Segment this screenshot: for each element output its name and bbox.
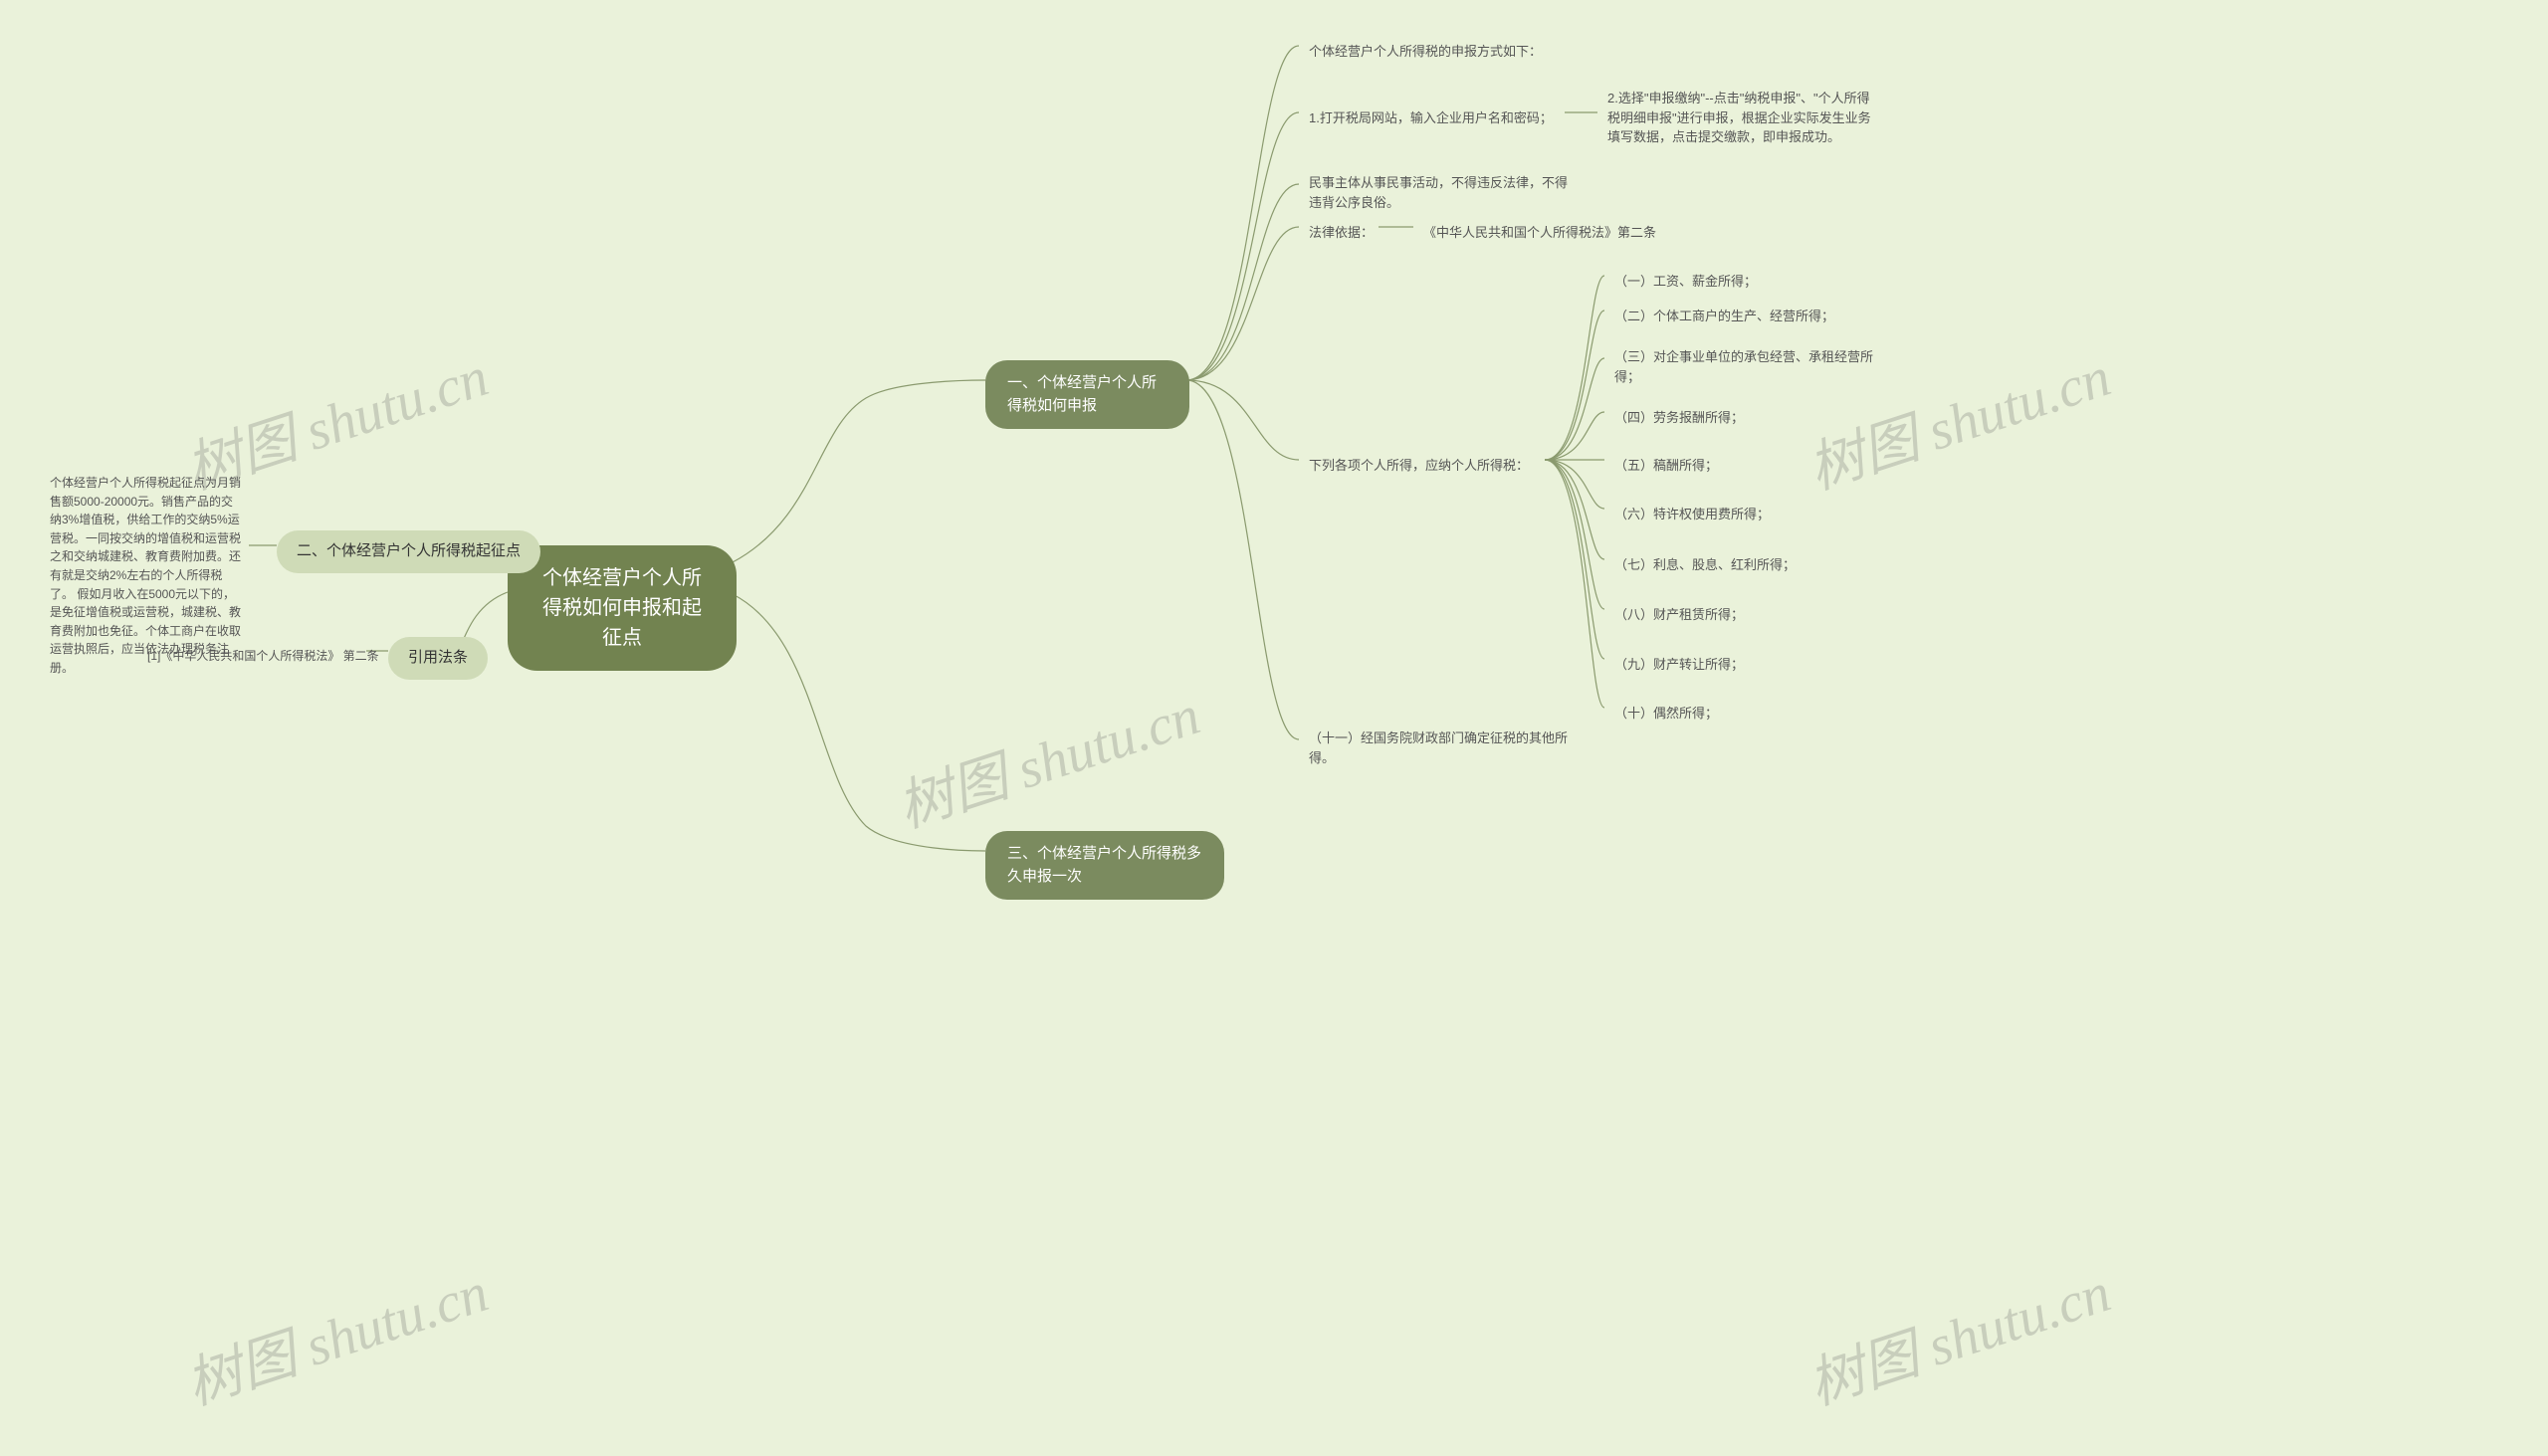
branch-one-child-e: 下列各项个人所得，应纳个人所得税： xyxy=(1299,450,1539,482)
branch-one-child-b-sub: 2.选择"申报缴纳"--点击"纳税申报"、"个人所得税明细申报"进行申报，根据企… xyxy=(1597,83,1886,153)
branch-three[interactable]: 三、个体经营户个人所得税多久申报一次 xyxy=(985,831,1224,900)
e-item-3: （三）对企事业单位的承包经营、承租经营所得； xyxy=(1604,341,1893,392)
e-item-5: （五）稿酬所得； xyxy=(1604,450,1728,482)
branch-one-child-f: （十一）经国务院财政部门确定征税的其他所得。 xyxy=(1299,723,1588,773)
e-item-8: （八）财产租赁所得； xyxy=(1604,599,1754,631)
e-item-10: （十）偶然所得； xyxy=(1604,698,1728,729)
e-item-1: （一）工资、薪金所得； xyxy=(1604,266,1767,298)
branch-two[interactable]: 二、个体经营户个人所得税起征点 xyxy=(277,530,540,573)
connector-layer xyxy=(0,0,2548,1456)
branch-one-child-a: 个体经营户个人所得税的申报方式如下： xyxy=(1299,36,1552,68)
branch-one-child-d-sub: 《中华人民共和国个人所得税法》第二条 xyxy=(1413,217,1666,249)
e-item-2: （二）个体工商户的生产、经营所得； xyxy=(1604,301,1844,332)
watermark: 树图 shutu.cn xyxy=(1797,1247,2119,1420)
watermark: 树图 shutu.cn xyxy=(174,1247,497,1420)
watermark: 树图 shutu.cn xyxy=(886,670,1208,843)
branch-ref[interactable]: 引用法条 xyxy=(388,637,488,680)
e-item-9: （九）财产转让所得； xyxy=(1604,649,1754,681)
e-item-6: （六）特许权使用费所得； xyxy=(1604,499,1780,530)
branch-one-child-d: 法律依据： xyxy=(1299,217,1383,249)
branch-ref-child: [1]《中华人民共和国个人所得税法》 第二条 xyxy=(137,641,389,671)
root-node[interactable]: 个体经营户个人所得税如何申报和起征点 xyxy=(508,545,737,671)
branch-one[interactable]: 一、个体经营户个人所得税如何申报 xyxy=(985,360,1189,429)
branch-one-child-c: 民事主体从事民事活动，不得违反法律，不得违背公序良俗。 xyxy=(1299,167,1588,218)
e-item-7: （七）利息、股息、红利所得； xyxy=(1604,549,1805,581)
branch-one-child-b: 1.打开税局网站，输入企业用户名和密码； xyxy=(1299,103,1563,134)
e-item-4: （四）劳务报酬所得； xyxy=(1604,402,1754,434)
